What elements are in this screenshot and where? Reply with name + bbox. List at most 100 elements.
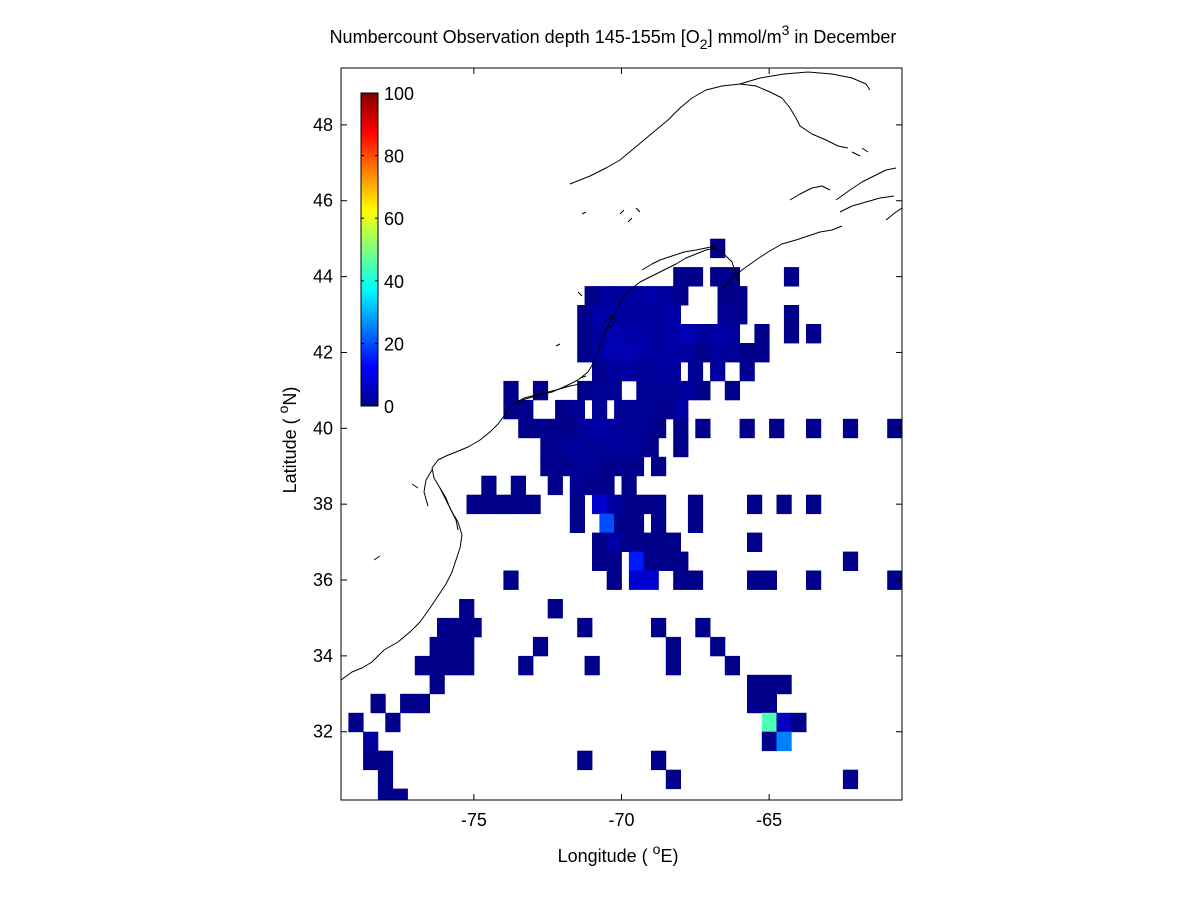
heatmap-cell: [459, 655, 475, 676]
heatmap-cell: [547, 599, 563, 619]
heatmap-cell: [577, 750, 593, 771]
heatmap-cell: [584, 655, 600, 676]
colorbar-tick-label: 100: [384, 84, 414, 104]
heatmap-cell: [761, 731, 777, 752]
heatmap-cell: [673, 286, 689, 306]
heatmap-cell: [747, 693, 763, 714]
heatmap-cell: [628, 551, 645, 571]
heatmap-cell: [710, 238, 726, 259]
heatmap-cell: [673, 570, 689, 590]
heatmap-cell: [636, 418, 652, 439]
coastline-islands-3: [851, 147, 869, 157]
heatmap-cell: [710, 636, 726, 657]
heatmap-cell: [636, 494, 652, 515]
heatmap-cell: [665, 305, 681, 325]
heatmap-cell: [606, 324, 622, 344]
heatmap-cell: [532, 380, 549, 401]
colorbar-tick-label: 40: [384, 272, 404, 292]
heatmap-cell: [614, 513, 630, 533]
heatmap-cell: [665, 361, 681, 382]
x-tick-label: -75: [461, 810, 487, 830]
heatmap-cell: [680, 324, 696, 344]
coastline-north-shore: [739, 71, 871, 91]
heatmap-cell: [621, 475, 637, 496]
heatmap-cell: [385, 712, 401, 733]
heatmap-cell: [806, 324, 822, 344]
heatmap-cell: [621, 324, 637, 344]
heatmap-cell: [621, 418, 637, 439]
heatmap-cell: [842, 418, 859, 439]
heatmap-cell: [887, 418, 902, 439]
heatmap-cell: [724, 655, 740, 676]
x-tick-label: -70: [608, 810, 634, 830]
colorbar-gradient: [360, 92, 379, 407]
heatmap-cell: [569, 513, 585, 533]
heatmap-cell: [363, 731, 379, 752]
heatmap-cell: [459, 636, 475, 657]
heatmap-cell: [651, 617, 667, 638]
heatmap-cell: [510, 494, 526, 515]
heatmap-cell: [665, 636, 681, 657]
heatmap-cell: [621, 361, 637, 382]
heatmap-cell: [658, 551, 674, 571]
heatmap-cell: [451, 617, 467, 638]
heatmap-cell: [540, 437, 556, 458]
colorbar-tick-label: 0: [384, 397, 394, 417]
heatmap-cell: [643, 399, 659, 420]
heatmap-cell: [651, 305, 667, 325]
heatmap-cell: [377, 750, 394, 771]
heatmap-cell: [783, 267, 800, 287]
heatmap-cell: [806, 418, 822, 439]
heatmap-cell: [636, 361, 652, 382]
x-tick-label: -65: [756, 810, 782, 830]
heatmap-cell: [444, 655, 460, 676]
heatmap-cell: [592, 305, 608, 325]
heatmap-cell: [754, 343, 770, 363]
heatmap-cell: [776, 494, 792, 515]
y-tick-label: 32: [313, 722, 333, 742]
heatmap-cell: [695, 324, 711, 344]
heatmap-cell: [724, 380, 740, 401]
heatmap-cell: [547, 418, 563, 439]
heatmap-cell: [414, 693, 430, 714]
heatmap-cell: [628, 456, 645, 477]
heatmap-cell: [761, 570, 777, 590]
heatmap-cell: [651, 343, 667, 363]
heatmap-cell: [400, 693, 416, 714]
heatmap-cell: [695, 418, 711, 439]
heatmap-cell: [466, 494, 482, 515]
heatmap-cell: [687, 513, 704, 533]
heatmap-cell: [377, 788, 394, 800]
heatmap-cell: [414, 655, 430, 676]
y-axis-label: Latitude ( oN): [275, 387, 300, 494]
heatmap-cell: [496, 494, 512, 515]
heatmap-cell: [665, 769, 681, 790]
heatmap-cell: [599, 456, 615, 477]
x-axis-label: Longitude ( oE): [558, 841, 679, 866]
coastline-chesapeake: [423, 469, 459, 531]
y-tick-label: 40: [313, 418, 333, 438]
heatmap-cell: [577, 343, 593, 363]
heatmap-cell: [651, 532, 667, 552]
heatmap-cell: [747, 494, 763, 515]
heatmap-cell: [628, 399, 645, 420]
heatmap-cell: [592, 399, 608, 420]
heatmap-cell: [518, 399, 534, 420]
heatmap-cell: [651, 418, 667, 439]
heatmap-cell: [887, 570, 902, 590]
heatmap-cell: [673, 418, 689, 439]
heatmap-cell: [599, 475, 615, 496]
heatmap-cell: [695, 617, 711, 638]
heatmap-cell: [643, 286, 659, 306]
heatmap-cell: [569, 399, 585, 420]
heatmap-cell: [710, 324, 726, 344]
heatmap-cell: [584, 437, 600, 458]
heatmap-cell: [459, 599, 475, 619]
heatmap-cell: [806, 570, 822, 590]
heatmap-cell: [599, 437, 615, 458]
coastline-cape-cod: [603, 315, 617, 331]
heatmap-cell: [636, 532, 652, 552]
heatmap-cell: [783, 305, 800, 325]
y-tick-label: 34: [313, 646, 333, 666]
